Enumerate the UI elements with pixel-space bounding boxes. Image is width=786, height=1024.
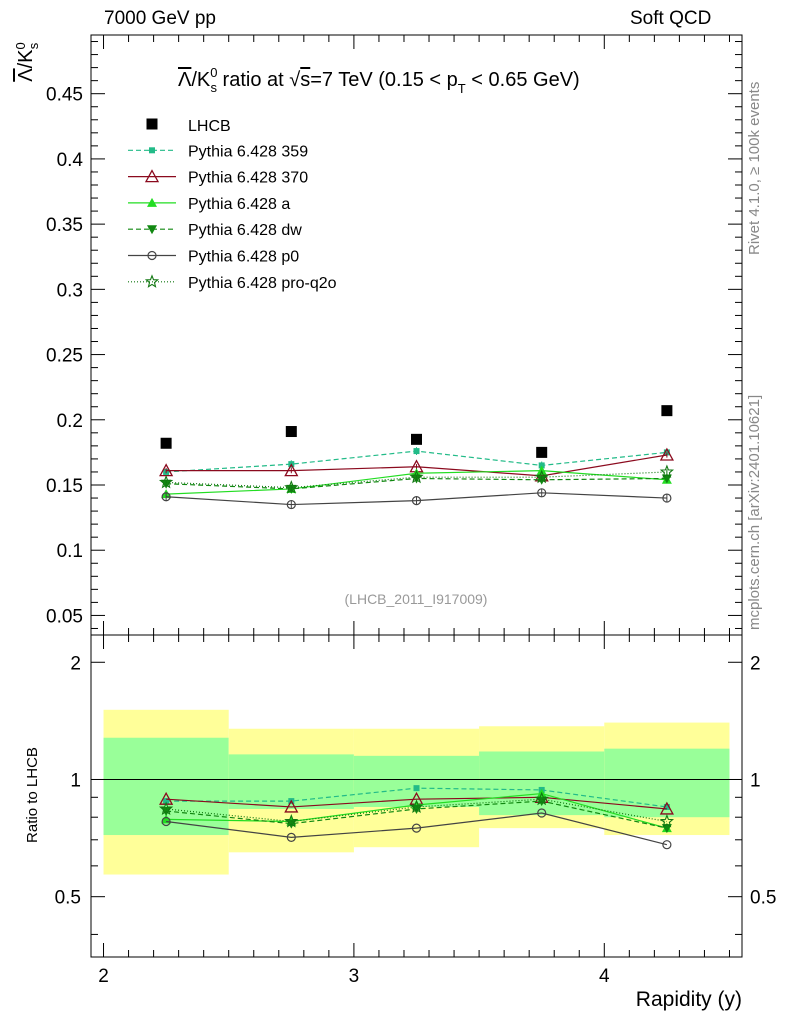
y-tick-label: 0.05 xyxy=(46,606,83,627)
mcplots-source-label: mcplots.cern.ch [arXiv:2401.10621] xyxy=(746,394,763,630)
data-point-lhcb xyxy=(536,446,548,458)
y-tick-label: 0.1 xyxy=(57,541,83,562)
data-point-lhcb xyxy=(411,433,422,445)
ratio-point-pythia-6-428-370 xyxy=(659,801,674,815)
data-point-pythia-6-428-p0 xyxy=(286,499,296,510)
header-energy-label: 7000 GeV pp xyxy=(104,8,216,29)
data-point-pythia-6-428-p0 xyxy=(537,488,547,498)
ratio-tick-label: 2 xyxy=(750,653,761,674)
ratio-point-pythia-6-428-pro-q2o xyxy=(409,799,424,813)
x-axis-title: Rapidity (y) xyxy=(636,988,742,1011)
legend-marker-pythia-6-428-370 xyxy=(144,169,160,183)
ratio-point-pythia-6-428-pro-q2o xyxy=(158,801,174,815)
data-point-pythia-6-428-370 xyxy=(659,447,674,461)
ratio-point-pythia-6-428-359 xyxy=(413,785,420,792)
ratio-tick-label: 2 xyxy=(70,653,81,674)
ratio-point-pythia-6-428-p0 xyxy=(537,808,547,818)
ratio-point-pythia-6-428-pro-q2o xyxy=(534,791,549,806)
legend-marker-pythia-6-428-dw xyxy=(147,225,157,235)
ratio-line-pythia-6-428-p0 xyxy=(166,812,668,846)
legend-marker-pythia-6-428-a xyxy=(147,197,157,207)
ratio-tick-label: 1 xyxy=(750,770,761,791)
ratio-point-pythia-6-428-p0 xyxy=(411,823,422,833)
legend-label-lhcb: LHCB xyxy=(188,118,231,135)
x-tick-label: 3 xyxy=(349,966,360,987)
legend-label-pythia-6-428-370: Pythia 6.428 370 xyxy=(188,170,308,187)
y-tick-label: 0.45 xyxy=(46,85,83,106)
data-point-pythia-6-428-p0 xyxy=(161,492,171,502)
ratio-point-pythia-6-428-dw xyxy=(661,824,672,834)
legend-marker-pythia-6-428-p0 xyxy=(147,250,157,261)
legend-marker-pythia-6-428-pro-q2o xyxy=(144,274,160,288)
analysis-tag: (LHCB_2011_I917009) xyxy=(345,591,488,607)
ratio-point-pythia-6-428-p0 xyxy=(161,816,171,827)
y-tick-label: 0.25 xyxy=(46,346,83,367)
x-tick-label: 2 xyxy=(98,966,109,987)
legend-marker-pythia-6-428-359 xyxy=(149,147,155,154)
chart-title: Λ/K0 s ratio at √s=7 TeV (0.15 < pT < 0.6… xyxy=(178,65,580,96)
data-point-pythia-6-428-pro-q2o xyxy=(534,469,549,484)
ratio-point-pythia-6-428-370 xyxy=(284,799,299,813)
y-tick-label: 0.2 xyxy=(57,411,83,432)
ratio-point-pythia-6-428-pro-q2o xyxy=(284,813,299,828)
data-point-lhcb xyxy=(285,426,297,438)
ratio-tick-label: 0.5 xyxy=(750,888,776,909)
data-point-lhcb xyxy=(661,405,673,417)
data-point-pythia-6-428-359 xyxy=(538,462,545,469)
data-point-pythia-6-428-pro-q2o xyxy=(284,480,299,494)
legend-label-pythia-6-428-pro-q2o: Pythia 6.428 pro-q2o xyxy=(188,275,337,292)
legend-marker-lhcb xyxy=(146,118,158,130)
y-tick-label: 0.35 xyxy=(46,215,83,236)
data-point-pythia-6-428-p0 xyxy=(411,496,422,506)
ratio-point-pythia-6-428-p0 xyxy=(662,840,672,850)
legend-label-pythia-6-428-a: Pythia 6.428 a xyxy=(188,196,290,213)
ratio-point-pythia-6-428-a xyxy=(161,814,172,824)
ratio-point-pythia-6-428-359 xyxy=(663,803,670,810)
legend-label-pythia-6-428-dw: Pythia 6.428 dw xyxy=(188,222,302,239)
ratio-point-pythia-6-428-359 xyxy=(163,798,170,805)
header-process-label: Soft QCD xyxy=(630,8,712,29)
data-point-pythia-6-428-pro-q2o xyxy=(158,474,174,489)
data-point-pythia-6-428-pro-q2o xyxy=(409,469,424,484)
ratio-line-pythia-6-428-370 xyxy=(166,796,667,810)
data-point-lhcb xyxy=(160,437,172,449)
ratio-tick-label: 0.5 xyxy=(55,888,81,909)
data-point-pythia-6-428-p0 xyxy=(662,493,672,503)
y-axis-title: Λ/K0s xyxy=(13,42,42,82)
ratio-point-pythia-6-428-p0 xyxy=(286,832,296,842)
legend-label-pythia-6-428-p0: Pythia 6.428 p0 xyxy=(188,249,299,266)
y-tick-label: 0.3 xyxy=(57,280,83,301)
legend-label-pythia-6-428-359: Pythia 6.428 359 xyxy=(188,143,308,160)
y-tick-label: 0.15 xyxy=(46,476,83,497)
data-point-pythia-6-428-370 xyxy=(284,463,299,477)
ratio-tick-label: 1 xyxy=(70,770,81,791)
x-tick-label: 4 xyxy=(599,966,610,987)
data-point-pythia-6-428-359 xyxy=(413,448,420,455)
ratio-point-pythia-6-428-pro-q2o xyxy=(659,813,675,828)
rivet-version-label: Rivet 4.1.0, ≥ 100k events xyxy=(746,81,763,255)
series-line-pythia-6-428-pro-q2o xyxy=(166,471,667,489)
data-point-pythia-6-428-pro-q2o xyxy=(659,464,675,478)
ratio-axis-title: Ratio to LHCB xyxy=(24,747,41,843)
y-tick-label: 0.4 xyxy=(57,150,84,171)
ratio-plot-frame xyxy=(90,634,743,958)
